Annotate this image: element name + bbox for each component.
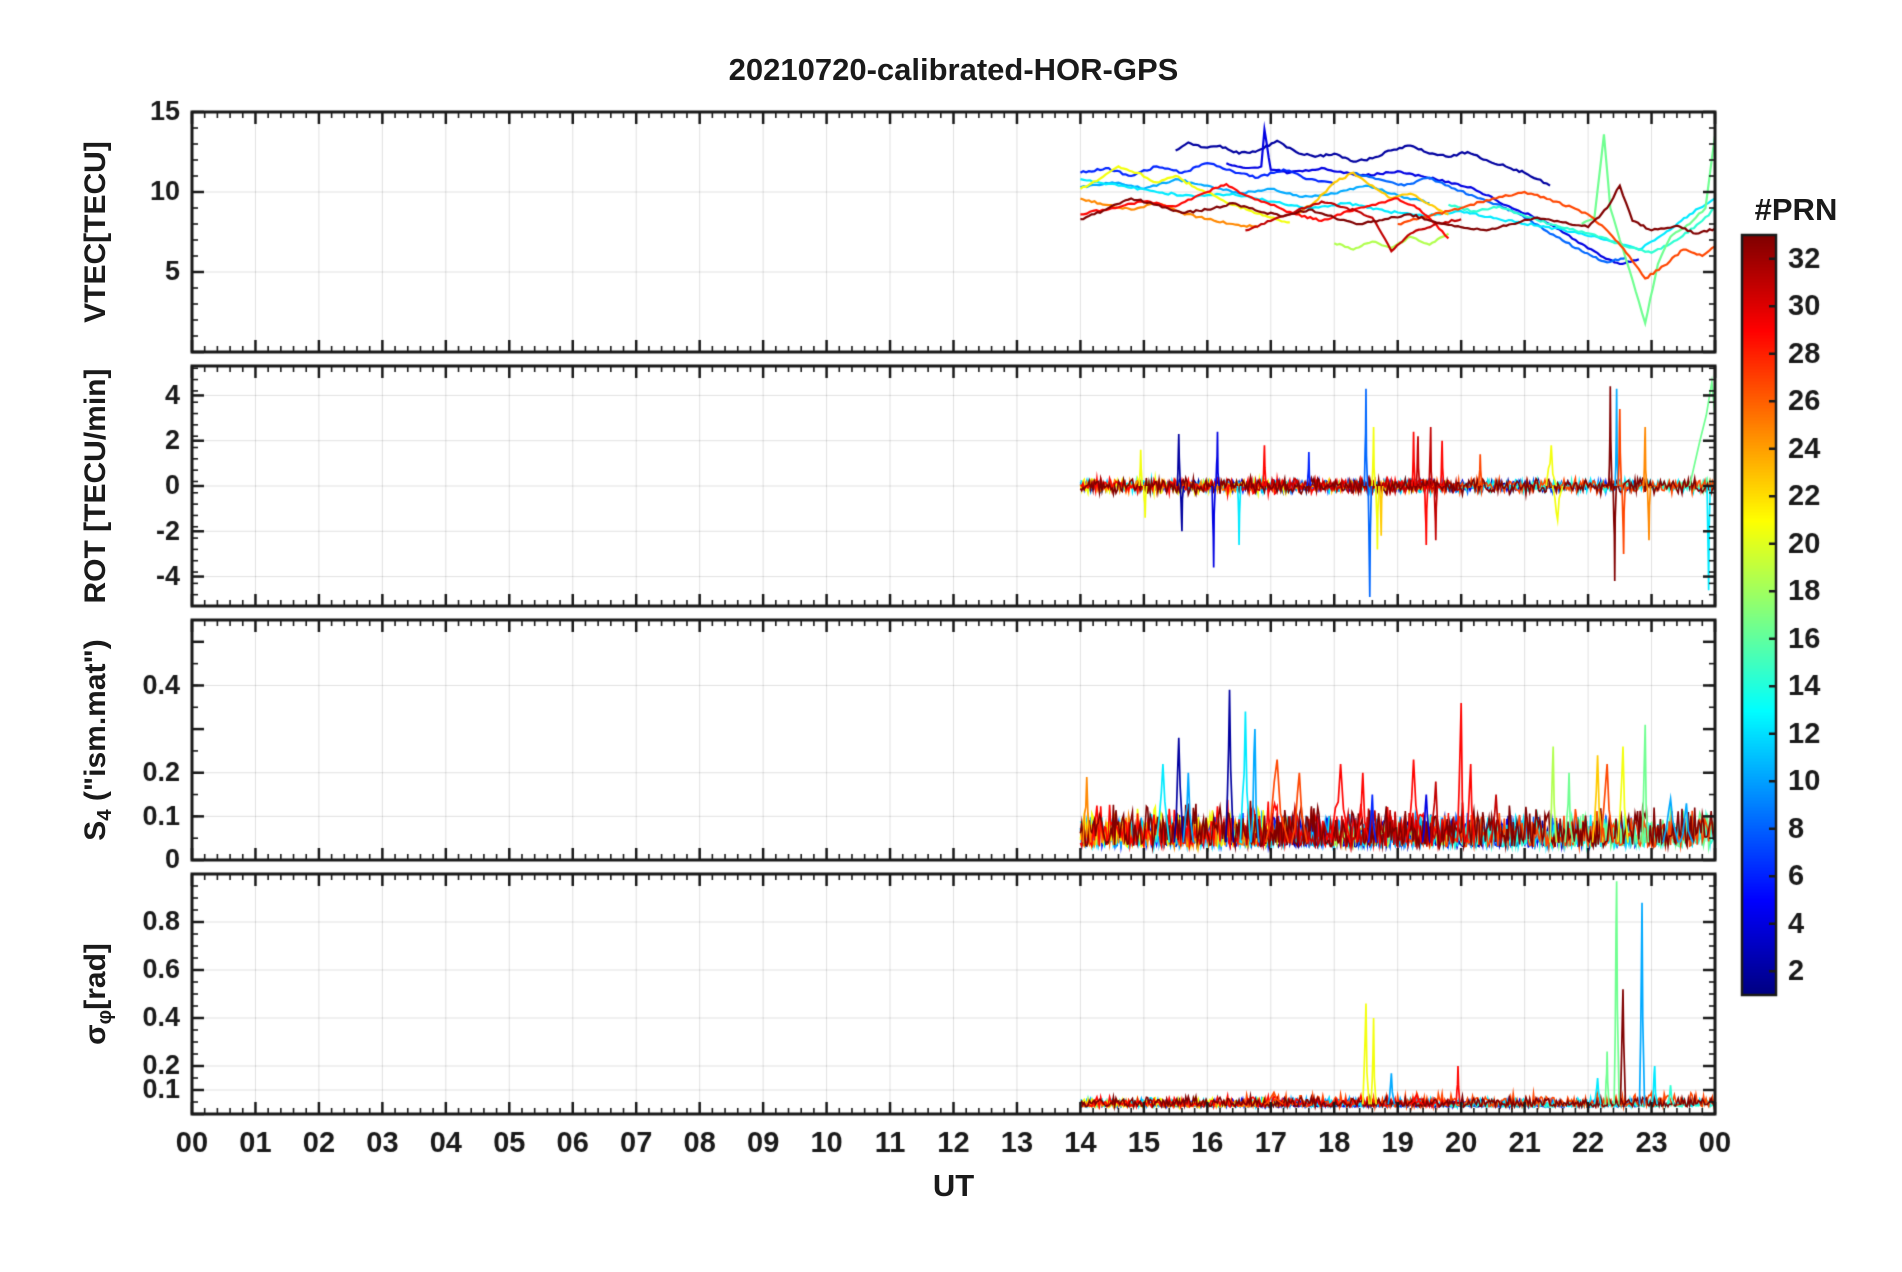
xaxis-label: UT: [932, 1168, 975, 1203]
chart-title: 20210720-calibrated-HOR-GPS: [728, 52, 1179, 87]
colorbar-label: #PRN: [1754, 192, 1838, 227]
